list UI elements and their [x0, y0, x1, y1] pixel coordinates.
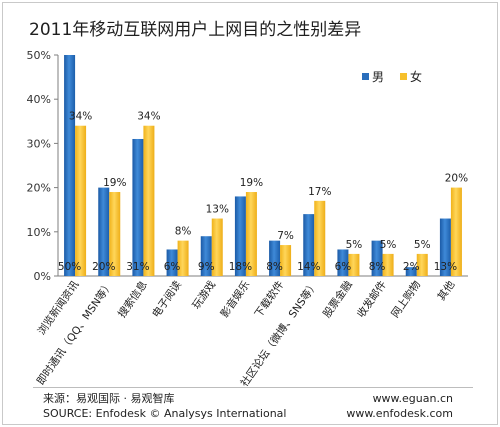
bar-female [450, 187, 462, 276]
bar-male [439, 218, 451, 276]
y-tick-label: 40% [27, 93, 51, 106]
bar-male [371, 240, 383, 276]
x-tick-label: 影音娱乐 [218, 278, 253, 320]
bar-female [177, 240, 189, 276]
legend-swatch-female [400, 73, 407, 80]
data-label-male: 2% [403, 261, 420, 273]
data-label-male: 20% [92, 261, 115, 273]
data-label-male: 9% [198, 261, 215, 273]
x-tick-label: 电子阅读 [149, 278, 184, 320]
data-label-female: 34% [69, 111, 92, 123]
data-label-male: 31% [126, 261, 149, 273]
source-en: SOURCE: Enfodesk © Analysys Internationa… [43, 407, 287, 420]
bar-male [64, 55, 76, 276]
data-label-female: 17% [308, 186, 331, 198]
y-tick-label: 10% [27, 226, 51, 239]
x-tick-label: 其他 [435, 278, 458, 303]
bar-male [337, 249, 349, 276]
data-label-female: 5% [414, 239, 431, 251]
bar-male [405, 267, 417, 276]
x-tick-label: 玩游戏 [189, 278, 218, 312]
bar-male [303, 214, 315, 276]
website-block: www.eguan.cn www.enfodesk.com [346, 391, 453, 421]
data-label-female: 19% [240, 177, 263, 189]
data-label-male: 6% [335, 261, 352, 273]
bar-female [143, 125, 155, 276]
website-eguan[interactable]: www.eguan.cn [372, 392, 453, 405]
bar-female [382, 253, 394, 276]
x-tick-label: 网上购物 [388, 278, 423, 320]
y-tick-label: 0% [34, 270, 51, 283]
data-label-female: 34% [137, 111, 160, 123]
legend-label-male: 男 [372, 70, 384, 84]
bar-female [211, 218, 223, 276]
data-label-male: 8% [369, 261, 386, 273]
bar-male [234, 196, 246, 276]
data-label-female: 5% [380, 239, 397, 251]
bar-female [280, 245, 292, 276]
data-label-female: 7% [277, 230, 294, 242]
website-enfodesk[interactable]: www.enfodesk.com [346, 407, 453, 420]
data-label-female: 13% [206, 204, 229, 216]
x-tick-label: 下载软件 [252, 278, 287, 320]
footer-divider [33, 387, 473, 388]
legend-swatch-male [362, 73, 369, 80]
bar-female [245, 192, 257, 276]
bar-male [166, 249, 178, 276]
bar-female [314, 200, 326, 276]
data-label-female: 20% [445, 173, 468, 185]
y-tick-label: 30% [27, 137, 51, 150]
bar-male [132, 138, 144, 276]
x-tick-label: 股票金融 [320, 278, 355, 320]
bar-female [109, 192, 121, 276]
y-tick-label: 50% [27, 49, 51, 62]
y-tick-label: 20% [27, 182, 51, 195]
legend: 男女 [362, 69, 422, 84]
x-tick-label: 收发邮件 [354, 278, 389, 320]
data-label-male: 6% [164, 261, 181, 273]
source-block: 来源：易观国际 · 易观智库 SOURCE: Enfodesk © Analys… [43, 391, 286, 421]
bars [64, 55, 462, 276]
legend-label-female: 女 [410, 69, 422, 84]
data-labels: 50% 34% 20% 19% 31% 34% 6% 8% 9% 13% 18% 19% 8% 7% 14%… [58, 111, 468, 273]
bar-male [200, 236, 212, 276]
data-label-female: 19% [103, 177, 126, 189]
data-label-male: 8% [266, 261, 283, 273]
data-label-male: 18% [229, 261, 252, 273]
bar-female [348, 253, 360, 276]
bar-female [75, 125, 87, 276]
data-label-female: 5% [346, 239, 363, 251]
bar-male [269, 240, 281, 276]
x-tick-label: 搜索信息 [115, 278, 150, 320]
bar-female [416, 253, 428, 276]
data-label-male: 14% [297, 261, 320, 273]
data-label-male: 50% [58, 261, 81, 273]
data-label-female: 8% [175, 226, 192, 238]
bar-male [98, 187, 110, 276]
data-label-male: 13% [434, 261, 457, 273]
chart-title: 2011年移动互联网用户上网目的之性别差异 [29, 20, 362, 40]
source-cn: 来源：易观国际 · 易观智库 [43, 392, 175, 405]
